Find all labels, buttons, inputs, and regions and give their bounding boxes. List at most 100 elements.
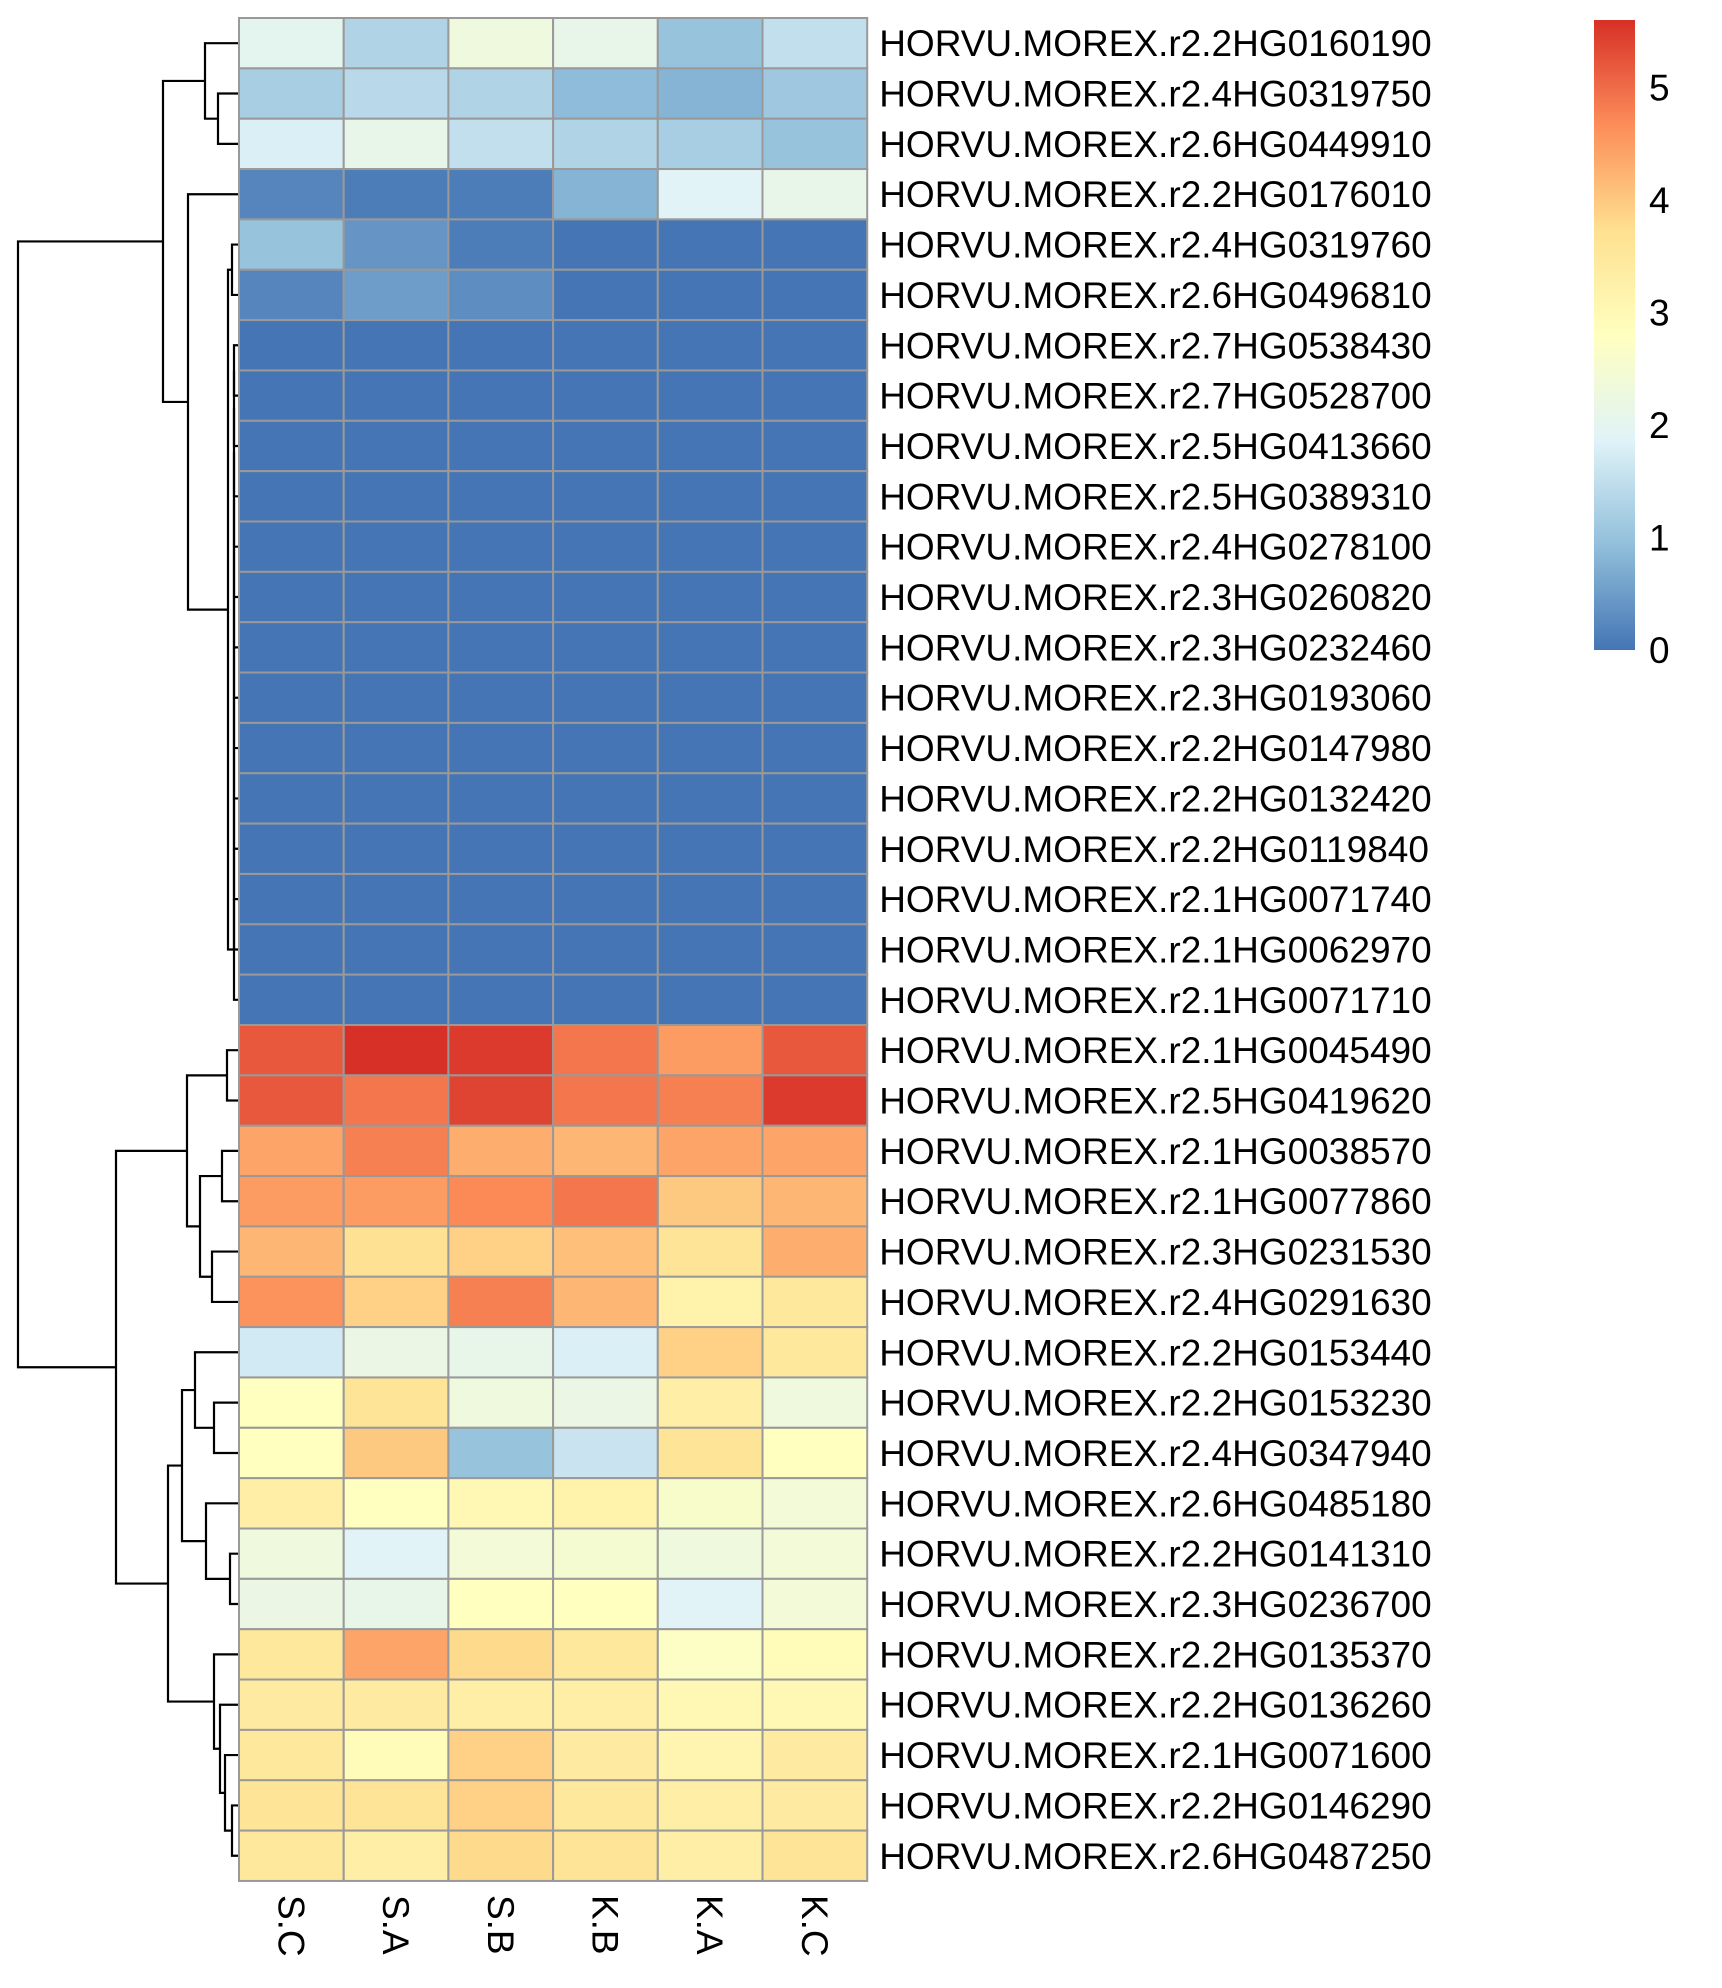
heatmap-cell (552, 419, 659, 473)
heatmap-cell (552, 218, 659, 271)
heatmap-cell (447, 419, 555, 473)
row-label: HORVU.MOREX.r2.3HG0193060 (879, 678, 1431, 719)
dendrogram-branch (210, 1250, 239, 1304)
heatmap-cell (447, 168, 555, 221)
heatmap-cell (447, 17, 555, 70)
heatmap-cell (761, 1024, 869, 1077)
heatmap-cell (761, 268, 869, 322)
heatmap-cell (238, 218, 345, 271)
heatmap-cell (552, 772, 659, 825)
heatmap-cell (238, 1124, 345, 1178)
dendrogram-branch (204, 1502, 239, 1580)
row-label: HORVU.MOREX.r2.1HG0071710 (879, 980, 1431, 1021)
heatmap-cell (342, 168, 450, 221)
heatmap-cell (238, 1477, 345, 1530)
heatmap-cell (447, 1426, 555, 1480)
heatmap-cell (447, 1175, 555, 1228)
row-label: HORVU.MOREX.r2.3HG0236700 (879, 1584, 1431, 1625)
legend-tick-label: 5 (1649, 68, 1670, 109)
dendrogram-branch (166, 1464, 214, 1703)
heatmap-cell (656, 1728, 764, 1782)
row-label: HORVU.MOREX.r2.2HG0132420 (879, 778, 1431, 819)
heatmap-cell (238, 621, 345, 674)
heatmap-cell (342, 973, 450, 1027)
heatmap-cell (342, 1477, 450, 1530)
row-label: HORVU.MOREX.r2.3HG0232460 (879, 627, 1431, 668)
heatmap-cell (342, 1225, 450, 1278)
row-label: HORVU.MOREX.r2.4HG0291630 (879, 1282, 1431, 1323)
dendrogram-branch (161, 79, 205, 404)
heatmap-cell (761, 1628, 869, 1681)
heatmap-cell (761, 520, 869, 573)
heatmap-cell (552, 923, 659, 976)
heatmap-cell (342, 1175, 450, 1228)
heatmap-cell (342, 17, 450, 70)
dendrogram-branch (228, 1552, 239, 1606)
heatmap-cell (447, 923, 555, 976)
heatmap-cell (447, 117, 555, 171)
heatmap-cell (342, 923, 450, 976)
heatmap-cell (552, 570, 659, 624)
heatmap-cell (656, 1779, 764, 1832)
row-label: HORVU.MOREX.r2.2HG0160190 (879, 23, 1431, 64)
heatmap-cell (342, 1678, 450, 1731)
heatmap-cell (238, 1527, 345, 1580)
heatmap-cell (342, 369, 450, 422)
heatmap-cell (552, 1527, 659, 1580)
heatmap-cell (342, 721, 450, 775)
heatmap-cell (552, 872, 659, 926)
heatmap-cell (552, 671, 659, 724)
row-dendrogram (16, 42, 239, 1857)
heatmap-cell (342, 671, 450, 724)
heatmap-cell (447, 1124, 555, 1178)
row-label: HORVU.MOREX.r2.2HG0176010 (879, 174, 1431, 215)
heatmap-cell (761, 17, 869, 70)
heatmap-cell (552, 721, 659, 775)
heatmap-cell (342, 218, 450, 271)
row-label: HORVU.MOREX.r2.6HG0449910 (879, 124, 1431, 165)
heatmap-cell (238, 1628, 345, 1681)
heatmap-cell (552, 1678, 659, 1731)
heatmap-cell (552, 369, 659, 422)
row-label: HORVU.MOREX.r2.2HG0153230 (879, 1383, 1431, 1424)
heatmap-cell (656, 1124, 764, 1178)
row-label: HORVU.MOREX.r2.7HG0538430 (879, 325, 1431, 366)
heatmap-cell (342, 319, 450, 372)
heatmap-cell (447, 772, 555, 825)
heatmap-cell (342, 1577, 450, 1631)
row-label: HORVU.MOREX.r2.1HG0062970 (879, 929, 1431, 970)
column-label: S.A (375, 1895, 416, 1955)
heatmap-cell (238, 1577, 345, 1631)
heatmap-cell (447, 973, 555, 1027)
heatmap-cell (552, 319, 659, 372)
dendrogram-branch (232, 899, 239, 1001)
heatmap-cell (552, 822, 659, 875)
row-label: HORVU.MOREX.r2.3HG0260820 (879, 577, 1431, 618)
heatmap-cell (552, 17, 659, 70)
heatmap-cell (552, 1426, 659, 1480)
row-label: HORVU.MOREX.r2.5HG0389310 (879, 476, 1431, 517)
heatmap-cell (238, 168, 345, 221)
heatmap-cell (761, 772, 869, 825)
row-label: HORVU.MOREX.r2.5HG0413660 (879, 426, 1431, 467)
heatmap-cell (447, 520, 555, 573)
heatmap-cell (238, 1728, 345, 1782)
heatmap-cell (342, 1376, 450, 1429)
heatmap-cell (761, 923, 869, 976)
heatmap-cell (552, 1376, 659, 1429)
heatmap-cell (761, 621, 869, 674)
row-label: HORVU.MOREX.r2.2HG0119840 (879, 829, 1429, 870)
dendrogram-branch (230, 1804, 239, 1857)
heatmap-cell (552, 1326, 659, 1379)
row-label: HORVU.MOREX.r2.3HG0231530 (879, 1232, 1431, 1273)
heatmap-cell (342, 1628, 450, 1681)
row-label: HORVU.MOREX.r2.4HG0319760 (879, 225, 1431, 266)
row-label: HORVU.MOREX.r2.4HG0347940 (879, 1433, 1431, 1474)
heatmap-cell (761, 973, 869, 1027)
dendrogram-branch (230, 243, 239, 297)
heatmap-cell (552, 1779, 659, 1832)
heatmap-cell (238, 772, 345, 825)
heatmap-cell (447, 621, 555, 674)
column-label: K.C (794, 1895, 835, 1957)
heatmap-cell (656, 772, 764, 825)
